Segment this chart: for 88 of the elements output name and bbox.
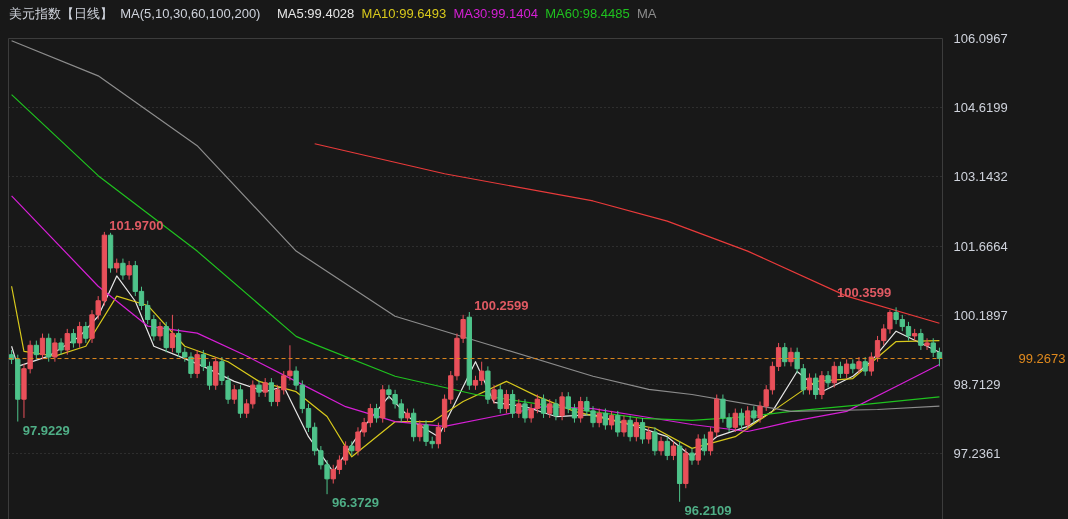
candlestick xyxy=(559,391,565,421)
candlestick xyxy=(213,356,219,391)
line-series xyxy=(10,40,941,412)
candlestick xyxy=(701,433,708,456)
candlestick xyxy=(621,415,627,438)
candlestick xyxy=(256,379,262,398)
candlestick xyxy=(689,447,695,466)
candlestick xyxy=(516,398,522,419)
candlestick xyxy=(553,398,559,421)
candlestick xyxy=(633,417,639,442)
candlestick xyxy=(64,328,70,356)
ref-line-label: 99.2673 xyxy=(1018,351,1066,367)
candlestick xyxy=(664,436,670,461)
annotation: 97.9229 xyxy=(22,422,70,438)
candlestick xyxy=(262,377,268,398)
candlestick xyxy=(813,372,819,400)
candlestick xyxy=(738,408,745,431)
candlestick xyxy=(52,337,58,363)
y-tick-label: 98.7129 xyxy=(953,377,1001,393)
candlestick xyxy=(194,349,200,379)
candlestick xyxy=(417,419,423,442)
candlestick xyxy=(782,342,788,367)
candlestick xyxy=(373,403,380,424)
candlestick xyxy=(918,328,924,351)
candlestick xyxy=(924,337,930,351)
candlestick xyxy=(540,394,547,419)
candlestick xyxy=(58,337,64,356)
candlestick xyxy=(577,396,584,424)
candlestick xyxy=(547,398,553,419)
candlestick xyxy=(670,440,677,461)
text: MA30:99.1404 xyxy=(453,6,538,21)
text: MA10:99.6493 xyxy=(361,6,447,21)
line-series xyxy=(10,195,941,433)
candlestick xyxy=(843,358,850,379)
candlestick xyxy=(120,258,126,281)
candlestick xyxy=(627,415,633,442)
candlestick xyxy=(862,356,868,377)
candlestick xyxy=(497,384,503,414)
candlestick xyxy=(231,384,237,405)
annotation: 100.3599 xyxy=(836,285,892,301)
annotation: 100.2599 xyxy=(474,298,529,314)
candlestick xyxy=(602,408,609,431)
y-tick-label: 104.6199 xyxy=(953,100,1008,116)
candlestick xyxy=(33,340,39,360)
candlestick xyxy=(695,433,701,466)
y-tick-label: 106.0967 xyxy=(953,31,1008,46)
candlestick xyxy=(237,384,244,419)
y-tick-label: 97.2361 xyxy=(953,446,1001,462)
candlestick xyxy=(639,417,646,445)
candlestick xyxy=(46,333,52,363)
candlestick xyxy=(126,260,132,281)
text: MA60:98.4485 xyxy=(545,6,630,21)
candlestick xyxy=(157,321,163,342)
candlestick xyxy=(608,410,615,431)
candlestick xyxy=(831,361,837,388)
candlestick xyxy=(522,398,528,424)
candlestick xyxy=(658,436,664,456)
y-tick-label: 100.1897 xyxy=(953,307,1008,323)
candlestick xyxy=(596,408,602,428)
candlestick xyxy=(83,321,89,344)
candlestick xyxy=(509,389,516,419)
candlestick xyxy=(410,408,417,442)
candlestick xyxy=(163,321,169,353)
y-tick-label: 103.1432 xyxy=(953,169,1008,185)
candlestick xyxy=(825,370,831,388)
text: MA xyxy=(637,6,657,21)
y-tick-label: 101.6664 xyxy=(953,238,1008,254)
candlestick xyxy=(788,347,794,367)
candlestick xyxy=(70,328,77,349)
annotation: 96.3729 xyxy=(332,495,379,511)
candlestick xyxy=(806,372,813,395)
candlestick xyxy=(39,333,46,360)
annotation: 101.9700 xyxy=(109,217,164,233)
candlestick xyxy=(503,389,510,414)
line-series xyxy=(314,143,941,324)
candlestick xyxy=(169,314,176,353)
chart-subtitle: MA(5,10,30,60,100,200) xyxy=(120,6,261,21)
candlestick xyxy=(732,408,738,433)
candlestick xyxy=(268,377,275,407)
text: MA5:99.4028 xyxy=(277,6,355,21)
candlestick xyxy=(744,405,751,431)
annotation: 96.2109 xyxy=(684,502,732,518)
candlestick xyxy=(652,426,658,456)
candlestick xyxy=(615,410,621,438)
candlestick xyxy=(76,321,83,349)
candlestick xyxy=(491,384,497,405)
chart-title: 美元指数【日线】 xyxy=(9,6,113,21)
candlestick xyxy=(819,370,825,400)
